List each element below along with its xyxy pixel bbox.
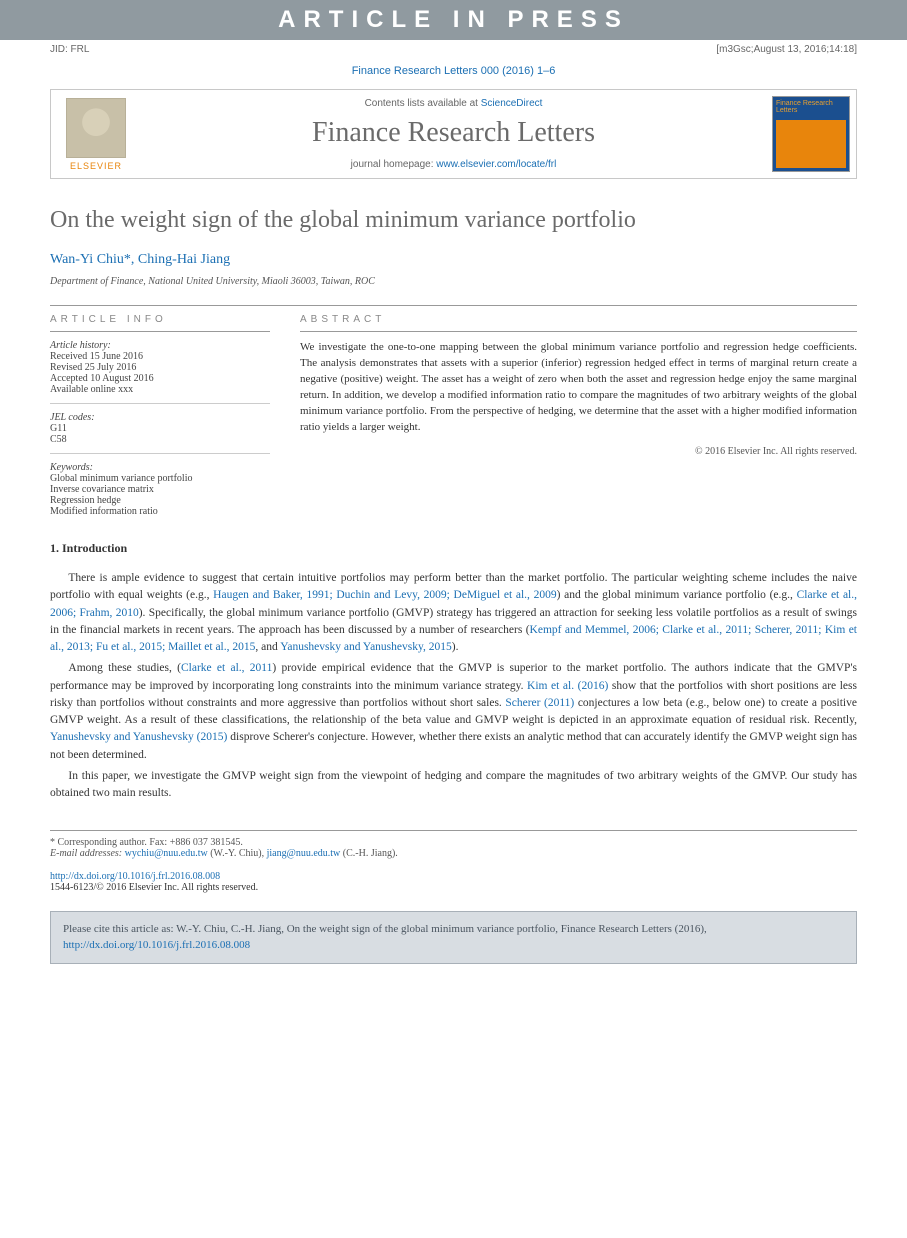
affiliation: Department of Finance, National United U…: [50, 276, 857, 287]
journal-header: ELSEVIER Contents lists available at Sci…: [50, 89, 857, 179]
p2-ref-4[interactable]: Yanushevsky and Yanushevsky (2015): [50, 731, 227, 743]
intro-para-1: There is ample evidence to suggest that …: [50, 570, 857, 656]
author-names[interactable]: Wan-Yi Chiu*, Ching-Hai Jiang: [50, 252, 230, 267]
email-label: E-mail addresses:: [50, 848, 125, 859]
email-2-who: (C.-H. Jiang).: [340, 848, 398, 859]
article-info-heading: article info: [50, 308, 270, 332]
homepage-line: journal homepage: www.elsevier.com/locat…: [141, 159, 766, 170]
article-content: On the weight sign of the global minimum…: [0, 207, 907, 893]
authors: Wan-Yi Chiu*, Ching-Hai Jiang: [50, 252, 857, 268]
elsevier-text: ELSEVIER: [70, 161, 122, 171]
keyword-1: Global minimum variance portfolio: [50, 473, 270, 484]
email-1-who: (W.-Y. Chiu),: [208, 848, 267, 859]
cover-thumb-body: [776, 120, 846, 168]
info-abstract-row: article info Article history: Received 1…: [50, 305, 857, 517]
history-label: Article history:: [50, 340, 270, 351]
abstract-text: We investigate the one-to-one mapping be…: [300, 340, 857, 436]
keywords-label: Keywords:: [50, 462, 270, 473]
elsevier-logo[interactable]: ELSEVIER: [51, 90, 141, 178]
header-center: Contents lists available at ScienceDirec…: [141, 90, 766, 178]
doi-block: http://dx.doi.org/10.1016/j.frl.2016.08.…: [50, 871, 857, 893]
cite-box: Please cite this article as: W.-Y. Chiu,…: [50, 911, 857, 964]
article-info-col: article info Article history: Received 1…: [50, 308, 270, 517]
revised-date: Revised 25 July 2016: [50, 362, 270, 373]
jid-left: JID: FRL: [50, 44, 89, 55]
jid-row: JID: FRL [m3Gsc;August 13, 2016;14:18]: [0, 40, 907, 59]
homepage-link[interactable]: www.elsevier.com/locate/frl: [436, 159, 556, 170]
contents-line: Contents lists available at ScienceDirec…: [141, 98, 766, 109]
journal-title: Finance Research Letters: [141, 117, 766, 149]
abstract-col: abstract We investigate the one-to-one m…: [300, 308, 857, 517]
corresponding-author: * Corresponding author. Fax: +886 037 38…: [50, 837, 857, 848]
info-divider-1: [50, 403, 270, 404]
cite-text: Please cite this article as: W.-Y. Chiu,…: [63, 923, 707, 935]
contents-prefix: Contents lists available at: [365, 98, 481, 109]
citation-top[interactable]: Finance Research Letters 000 (2016) 1–6: [0, 59, 907, 89]
p2-ref-1[interactable]: Clarke et al., 2011: [181, 662, 272, 674]
sciencedirect-link[interactable]: ScienceDirect: [481, 98, 543, 109]
received-date: Received 15 June 2016: [50, 351, 270, 362]
intro-para-3: In this paper, we investigate the GMVP w…: [50, 768, 857, 803]
info-divider-2: [50, 453, 270, 454]
article-title: On the weight sign of the global minimum…: [50, 207, 857, 234]
journal-cover-thumb[interactable]: Finance Research Letters: [772, 96, 850, 172]
article-in-press-banner: ARTICLE IN PRESS: [0, 0, 907, 40]
p1-text-e: ).: [452, 641, 459, 653]
p1-text-d: , and: [255, 641, 280, 653]
issn-copyright: 1544-6123/© 2016 Elsevier Inc. All right…: [50, 882, 857, 893]
intro-para-2: Among these studies, (Clarke et al., 201…: [50, 660, 857, 764]
jid-right: [m3Gsc;August 13, 2016;14:18]: [716, 44, 857, 55]
doi-link[interactable]: http://dx.doi.org/10.1016/j.frl.2016.08.…: [50, 871, 220, 882]
p2-ref-2[interactable]: Kim et al. (2016): [527, 680, 608, 692]
p1-text-b: ) and the global minimum variance portfo…: [557, 589, 797, 601]
abstract-heading: abstract: [300, 308, 857, 332]
keyword-2: Inverse covariance matrix: [50, 484, 270, 495]
online-date: Available online xxx: [50, 384, 270, 395]
p2-text-a: Among these studies, (: [68, 662, 181, 674]
abstract-copyright: © 2016 Elsevier Inc. All rights reserved…: [300, 446, 857, 457]
p1-ref-4[interactable]: Yanushevsky and Yanushevsky, 2015: [280, 641, 452, 653]
email-1[interactable]: wychiu@nuu.edu.tw: [125, 848, 208, 859]
accepted-date: Accepted 10 August 2016: [50, 373, 270, 384]
homepage-prefix: journal homepage:: [351, 159, 437, 170]
elsevier-tree-icon: [66, 98, 126, 158]
p1-ref-1[interactable]: Haugen and Baker, 1991; Duchin and Levy,…: [213, 589, 556, 601]
jel-code-2: C58: [50, 434, 270, 445]
cover-thumb-title: Finance Research Letters: [773, 97, 849, 117]
section-1-heading: 1. Introduction: [50, 541, 857, 556]
cite-doi-link[interactable]: http://dx.doi.org/10.1016/j.frl.2016.08.…: [63, 939, 250, 951]
jel-code-1: G11: [50, 423, 270, 434]
email-2[interactable]: jiang@nuu.edu.tw: [267, 848, 341, 859]
keyword-3: Regression hedge: [50, 495, 270, 506]
keyword-4: Modified information ratio: [50, 506, 270, 517]
footnotes: * Corresponding author. Fax: +886 037 38…: [50, 830, 857, 859]
jel-label: JEL codes:: [50, 412, 270, 423]
email-line: E-mail addresses: wychiu@nuu.edu.tw (W.-…: [50, 848, 857, 859]
p2-ref-3[interactable]: Scherer (2011): [505, 697, 574, 709]
